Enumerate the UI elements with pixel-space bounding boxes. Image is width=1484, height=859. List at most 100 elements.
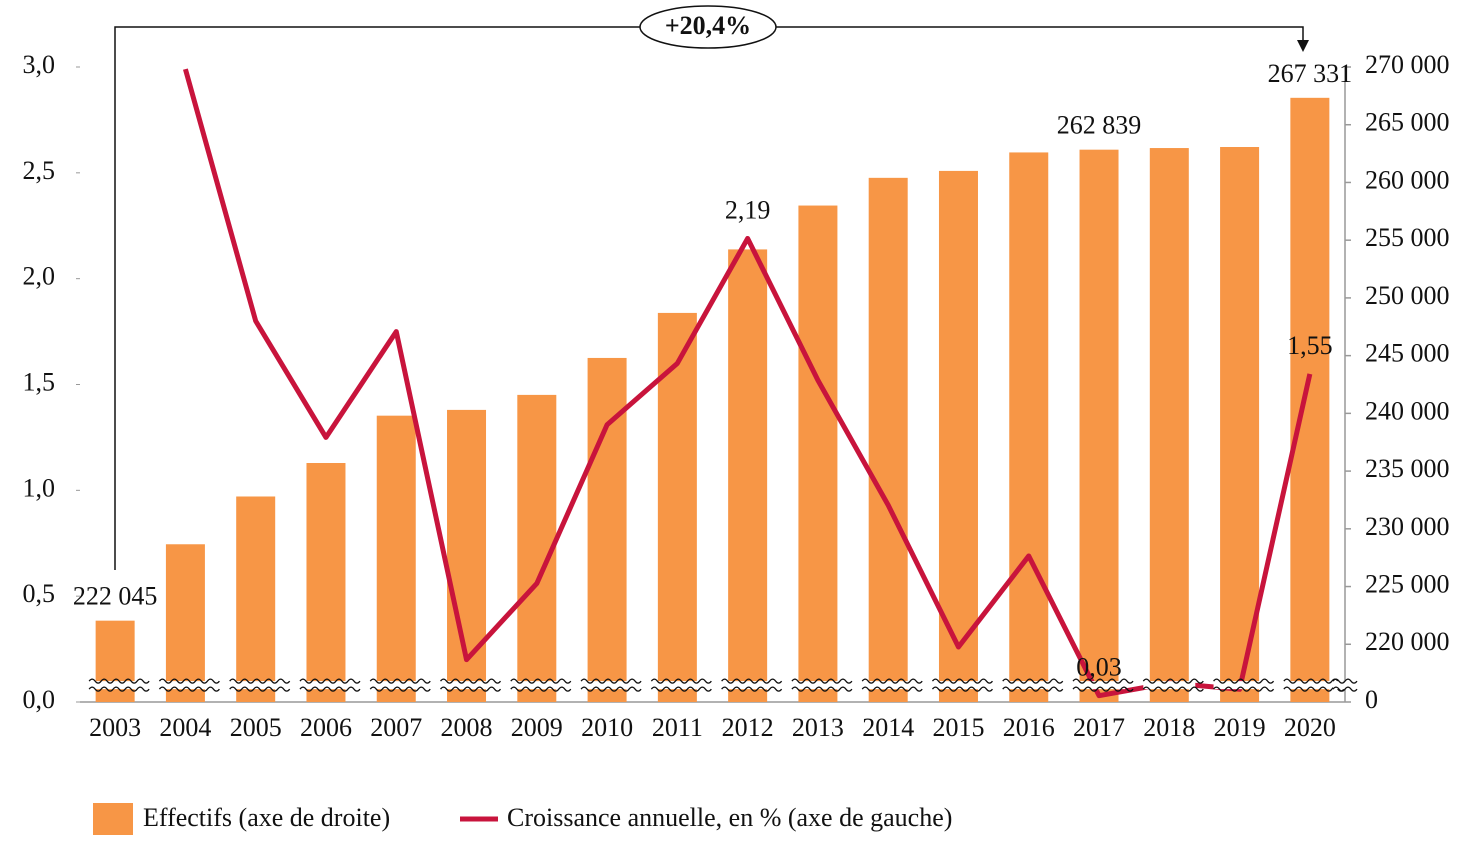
axis-break-gap [370,681,423,690]
y2-tick-label: 0 [1365,685,1378,714]
y2-tick-label: 245 000 [1365,339,1450,368]
axis-break-gap [1073,681,1126,690]
bar [236,496,276,702]
y2-tick-label: 240 000 [1365,396,1450,425]
y2-tick-label: 260 000 [1365,165,1450,194]
axis-break-gap [932,681,985,690]
axis-break [158,686,220,692]
x-tick-label: 2005 [230,713,282,742]
axis-break-gap [159,681,212,690]
axis-break [650,686,712,692]
annotation-bracket [114,26,1304,570]
axis-break-gap [440,681,493,690]
axis-break-gap [651,681,704,690]
x-tick-label: 2015 [932,713,984,742]
x-tick-label: 2010 [581,713,633,742]
x-tick-label: 2003 [89,713,141,742]
axis-break [510,678,572,684]
y2-tick-label: 225 000 [1365,570,1450,599]
y-tick-label: 1,0 [23,473,56,502]
bar [657,312,697,702]
axis-break-gap [1213,681,1266,690]
axis-break [861,678,923,684]
axis-break [299,686,361,692]
data-label: 222 045 [73,582,158,611]
bar [1149,148,1189,703]
x-tick-label: 2008 [441,713,493,742]
axis-break-gap [1333,681,1357,690]
y2-tick-label: 220 000 [1365,627,1450,656]
axis-break-gap [1143,681,1196,690]
y-tick-label: 0,0 [23,685,56,714]
axis-break [88,686,150,692]
data-label: 0,03 [1076,653,1122,682]
legend-label: Effectifs (axe de droite) [143,803,390,832]
axis-break [158,678,220,684]
x-tick-label: 2012 [722,713,774,742]
y2-tick-label: 265 000 [1365,108,1450,137]
axis-break [1072,686,1134,692]
axis-break [1213,678,1275,684]
axis-break [88,678,150,684]
data-label: 262 839 [1057,111,1142,140]
axis-break-gap [89,681,142,690]
bar [868,177,908,702]
bar [165,544,205,702]
axis-break [510,686,572,692]
x-tick-label: 2019 [1214,713,1266,742]
data-label: 2,19 [725,195,771,224]
data-label: 267 331 [1268,59,1353,88]
y2-tick-label: 270 000 [1365,50,1450,79]
x-tick-label: 2017 [1073,713,1125,742]
axis-break [229,678,291,684]
legend-label: Croissance annuelle, en % (axe de gauche… [507,803,952,832]
axis-break-gap [229,681,282,690]
axis-break-gap [1002,681,1055,690]
annotation-arrow [1297,40,1309,52]
y2-tick-label: 250 000 [1365,281,1450,310]
y2-tick-label: 235 000 [1365,454,1450,483]
axis-break [650,678,712,684]
bar [95,620,135,702]
axis-break [440,678,502,684]
x-tick-label: 2020 [1284,713,1336,742]
y2-tick-label: 230 000 [1365,512,1450,541]
axis-break [1142,678,1204,684]
axis-break [580,678,642,684]
axis-break [369,686,431,692]
bar [1009,152,1049,702]
axis-break-gap [862,681,915,690]
axis-break-gap [299,681,352,690]
annotation-ellipse [639,5,777,49]
line [183,68,1313,699]
axis-break [1002,678,1064,684]
x-tick-label: 2009 [511,713,563,742]
x-tick-label: 2006 [300,713,352,742]
axis-break-gap [791,681,844,690]
axis-break [861,686,923,692]
y-tick-label: 2,5 [23,156,56,185]
data-label: 1,55 [1287,331,1333,360]
legend-swatch [93,803,133,835]
bar [1220,147,1260,702]
bar [1290,97,1330,702]
bar [306,463,346,702]
axis-break [1072,678,1134,684]
axis-break-gap [721,681,774,690]
x-tick-label: 2011 [652,713,703,742]
axis-break [1002,686,1064,692]
axis-break [299,678,361,684]
axis-break [721,678,783,684]
axis-break [1213,686,1275,692]
x-tick-label: 2018 [1143,713,1195,742]
axis-break [1332,686,1358,692]
x-tick-label: 2004 [159,713,211,742]
axis-break [791,686,853,692]
axis-break-gap [1283,681,1336,690]
y-tick-label: 1,5 [23,367,56,396]
bar [1079,149,1119,702]
bar [938,170,978,703]
axis-break [229,686,291,692]
axis-break [1142,686,1204,692]
